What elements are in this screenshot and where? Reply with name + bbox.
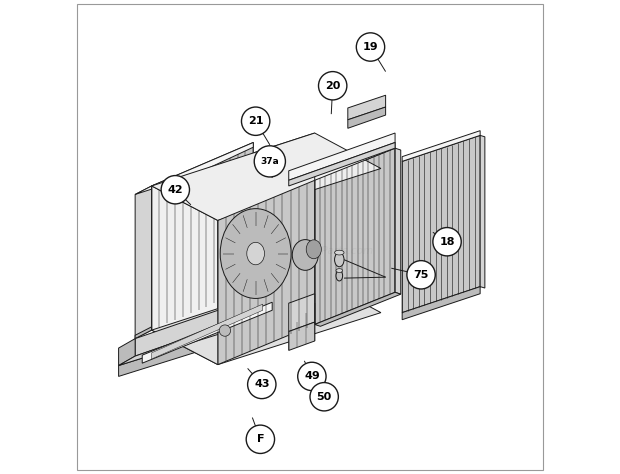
Polygon shape: [152, 143, 254, 187]
Polygon shape: [480, 136, 485, 288]
Ellipse shape: [335, 250, 344, 255]
Polygon shape: [289, 133, 395, 180]
Circle shape: [433, 228, 461, 256]
Polygon shape: [135, 133, 315, 194]
Circle shape: [310, 383, 339, 411]
Polygon shape: [118, 304, 315, 376]
Text: 43: 43: [254, 380, 270, 390]
Text: 20: 20: [325, 81, 340, 91]
Polygon shape: [118, 294, 315, 365]
Circle shape: [254, 146, 285, 177]
Text: 50: 50: [317, 392, 332, 402]
Polygon shape: [135, 327, 152, 338]
Polygon shape: [218, 180, 315, 365]
Polygon shape: [152, 133, 381, 220]
Polygon shape: [315, 143, 395, 180]
Polygon shape: [402, 131, 480, 161]
Polygon shape: [395, 148, 401, 294]
Polygon shape: [348, 107, 386, 128]
Circle shape: [219, 325, 231, 336]
Ellipse shape: [335, 253, 344, 267]
Polygon shape: [152, 277, 381, 365]
Polygon shape: [402, 136, 480, 313]
Circle shape: [241, 107, 270, 136]
Text: F: F: [257, 434, 264, 444]
Ellipse shape: [220, 209, 291, 299]
Circle shape: [246, 425, 275, 454]
Ellipse shape: [336, 269, 343, 273]
Text: eReplacementParts.com: eReplacementParts.com: [246, 246, 374, 256]
Polygon shape: [218, 168, 381, 261]
Polygon shape: [289, 322, 315, 350]
Text: 75: 75: [414, 270, 429, 280]
Text: 42: 42: [167, 185, 183, 195]
Text: 19: 19: [363, 42, 378, 52]
Ellipse shape: [247, 242, 265, 265]
Circle shape: [319, 72, 347, 100]
Polygon shape: [135, 277, 315, 356]
Ellipse shape: [306, 240, 321, 259]
Text: 49: 49: [304, 372, 320, 382]
Circle shape: [247, 370, 276, 399]
Ellipse shape: [336, 271, 343, 281]
Circle shape: [298, 362, 326, 391]
Circle shape: [407, 261, 435, 289]
Polygon shape: [142, 302, 272, 363]
Polygon shape: [289, 294, 315, 331]
Polygon shape: [289, 143, 395, 186]
Ellipse shape: [292, 239, 318, 270]
Polygon shape: [152, 186, 218, 365]
Circle shape: [356, 33, 384, 61]
Text: 21: 21: [248, 116, 264, 126]
Text: 37a: 37a: [260, 157, 279, 166]
Polygon shape: [152, 143, 254, 330]
Polygon shape: [315, 292, 401, 326]
Polygon shape: [135, 186, 152, 338]
Polygon shape: [315, 148, 395, 324]
Polygon shape: [152, 304, 263, 359]
Polygon shape: [348, 95, 386, 120]
Polygon shape: [402, 287, 480, 319]
Circle shape: [161, 175, 190, 204]
Polygon shape: [118, 338, 135, 365]
Text: 18: 18: [440, 237, 455, 247]
